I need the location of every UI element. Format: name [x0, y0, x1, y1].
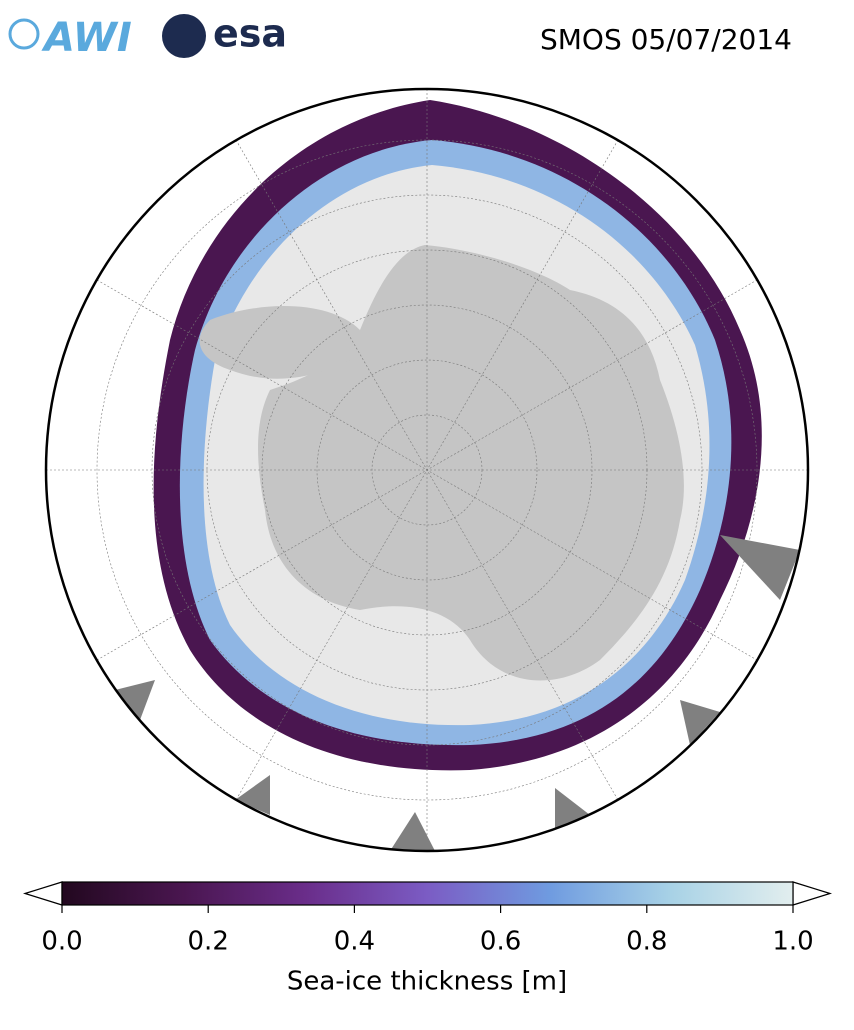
colorbar-extend-low [22, 881, 63, 906]
colorbar-tick-label: 0.0 [41, 927, 82, 957]
iceberg [115, 680, 155, 720]
esa-logo: esa [213, 12, 287, 56]
title: SMOS 05/07/2014 [540, 23, 792, 56]
antarctica [258, 245, 684, 681]
colorbar-tick-label: 0.4 [334, 927, 375, 957]
map [46, 89, 808, 851]
graticule [46, 89, 808, 851]
colorbar-tick-label: 1.0 [772, 927, 813, 957]
iceberg [390, 812, 435, 851]
colorbar-tick-label: 0.8 [626, 927, 667, 957]
iceberg [680, 700, 720, 745]
awi-logo-icon [8, 18, 40, 50]
colorbar-label: Sea-ice thickness [m] [287, 967, 567, 997]
map-frame [44, 87, 810, 853]
colorbar-tick-label: 0.6 [480, 927, 521, 957]
iceberg [235, 775, 270, 815]
colorbar: 0.0 0.2 0.4 0.6 0.8 1.0 [22, 881, 833, 957]
antarctic-peninsula [199, 306, 360, 379]
awi-logo: AWI [41, 15, 132, 61]
colorbar-bar [61, 881, 794, 906]
iceberg [720, 535, 800, 600]
iceberg [555, 788, 590, 830]
esa-logo-icon [162, 14, 206, 58]
logos: AWI esa [8, 12, 287, 61]
colorbar-tick-label: 0.2 [188, 927, 229, 957]
colorbar-extend-high [792, 881, 833, 906]
